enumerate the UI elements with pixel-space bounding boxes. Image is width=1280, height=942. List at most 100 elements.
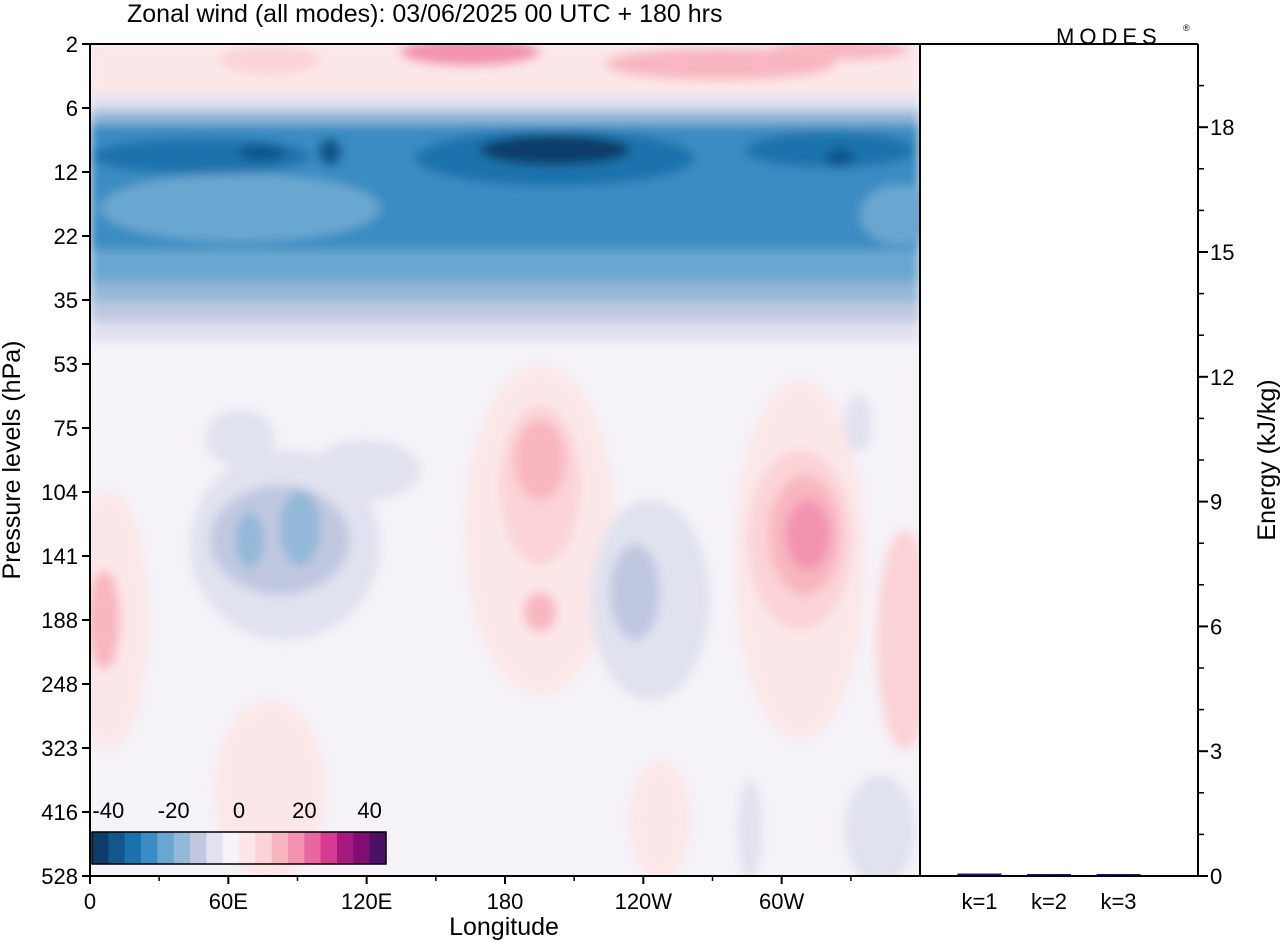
colorbar-swatch <box>92 832 109 864</box>
modes-logo-mark: ® <box>1183 23 1190 33</box>
colorbar: -40 -20 0 20 40 <box>91 798 387 865</box>
trop-easterly-150w-core <box>610 544 660 640</box>
trop-easterly-small <box>205 410 275 466</box>
trop-easterly-upper <box>310 440 420 500</box>
trop-easterly-core-2 <box>280 490 320 566</box>
energy-y-axis-label: Energy (kJ/kg) <box>1253 379 1280 540</box>
strat-band-1 <box>90 94 920 114</box>
trop-westerly-60w-core <box>786 500 830 570</box>
trop-westerly-180-core <box>515 420 565 500</box>
easterly-max-west <box>238 143 286 161</box>
colorbar-swatch <box>369 832 387 864</box>
strat-band-5 <box>90 282 920 304</box>
x-tick-label: 120E <box>341 889 392 914</box>
x-tick-label: 180 <box>487 889 524 914</box>
colorbar-swatch <box>173 832 191 864</box>
trop-easterly-core-1 <box>236 512 264 568</box>
colorbar-swatch <box>239 832 256 864</box>
y-tick-label: 104 <box>41 480 78 505</box>
strat-band-4 <box>90 250 920 284</box>
colorbar-tick-label: 0 <box>233 798 245 823</box>
energy-tick-label: 3 <box>1210 739 1222 764</box>
x-tick-label: 60E <box>209 889 248 914</box>
strat-band-2 <box>90 110 920 126</box>
colorbar-swatch <box>320 832 338 864</box>
y-tick-label: 323 <box>41 736 78 761</box>
colorbar-tick-label: 40 <box>357 798 381 823</box>
upper-strat-westerly-2 <box>605 48 835 80</box>
colorbar-swatch <box>157 832 175 864</box>
y-tick-label: 75 <box>54 416 78 441</box>
y-tick-label: 53 <box>54 352 78 377</box>
strat-lighter-patch-1 <box>100 174 380 242</box>
colorbar-tick-label: 20 <box>292 798 316 823</box>
heatmap-panel <box>90 44 920 876</box>
heatmap-y-axis-label: Pressure levels (hPa) <box>0 341 26 580</box>
trop-easterly-mid <box>210 485 350 595</box>
energy-category-label: k=3 <box>1100 889 1136 914</box>
y-tick-label: 188 <box>41 608 78 633</box>
y-tick-label: 12 <box>54 160 78 185</box>
energy-bar <box>957 873 1002 876</box>
easterly-max-east <box>826 148 854 168</box>
y-tick-label: 141 <box>41 544 78 569</box>
colorbar-swatch <box>222 832 240 864</box>
chart-title: Zonal wind (all modes): 03/06/2025 00 UT… <box>127 0 722 28</box>
colorbar-swatch <box>255 832 273 864</box>
surface-easterly-2 <box>738 780 762 876</box>
trop-westerly-180-lower <box>524 592 556 632</box>
easterly-core-east <box>745 132 915 168</box>
y-tick-label: 416 <box>41 800 78 825</box>
energy-panel-background <box>920 44 1198 876</box>
x-tick-label: 0 <box>84 889 96 914</box>
energy-tick-label: 9 <box>1210 490 1222 515</box>
colorbar-frame <box>91 831 387 865</box>
colorbar-swatch <box>108 832 126 864</box>
colorbar-swatch <box>304 832 322 864</box>
trop-westerly-right <box>877 530 920 750</box>
energy-tick-label: 6 <box>1210 614 1222 639</box>
trop-westerly-left-core <box>90 570 120 670</box>
trop-westerly-lower-mid <box>630 760 690 876</box>
colorbar-swatch <box>206 832 224 864</box>
surface-easterly-1 <box>845 775 915 876</box>
energy-category-label: k=2 <box>1031 889 1067 914</box>
heatmap-x-axis-label: Longitude <box>449 913 559 941</box>
contour-field <box>90 44 920 876</box>
y-tick-label: 528 <box>41 864 78 889</box>
y-tick-label: 6 <box>66 96 78 121</box>
energy-tick-label: 18 <box>1210 115 1234 140</box>
y-tick-label: 22 <box>54 224 78 249</box>
heatmap-x-axis: 0 60E 120E 180 120W 60W <box>84 876 852 914</box>
energy-tick-label: 12 <box>1210 365 1234 390</box>
easterly-max-main <box>480 135 630 165</box>
easterly-max-mid <box>318 138 342 166</box>
colorbar-swatch <box>353 832 371 864</box>
trop-easterly-right <box>844 396 872 452</box>
y-tick-label: 35 <box>54 288 78 313</box>
colorbar-swatch <box>288 832 305 864</box>
upper-strat-westerly-4 <box>770 44 910 60</box>
energy-category-label: k=1 <box>961 889 997 914</box>
energy-x-axis: k=1 k=2 k=3 <box>961 889 1136 914</box>
colorbar-swatch <box>271 832 289 864</box>
strat-band-6 <box>90 302 920 324</box>
y-tick-label: 248 <box>41 672 78 697</box>
colorbar-swatch <box>141 832 158 864</box>
heatmap-y-axis: 2 6 12 22 35 53 75 104 141 188 248 323 416 528 <box>41 32 90 889</box>
y-tick-label: 2 <box>66 32 78 57</box>
strat-band-7 <box>90 322 920 342</box>
x-tick-label: 120W <box>615 889 673 914</box>
energy-panel: 0 3 6 9 12 15 18 k=1 k=2 k=3 Energy (kJ/kg) <box>919 43 1280 914</box>
energy-tick-label: 0 <box>1210 864 1222 889</box>
colorbar-tick-label: -40 <box>92 798 124 823</box>
energy-y-axis: 0 3 6 9 12 15 18 <box>1198 84 1234 889</box>
colorbar-swatch <box>337 832 354 864</box>
colorbar-swatch <box>124 832 142 864</box>
energy-tick-label: 15 <box>1210 240 1234 265</box>
upper-strat-westerly-1 <box>400 44 540 66</box>
x-tick-label: 60W <box>759 889 804 914</box>
upper-strat-westerly-3 <box>220 46 320 74</box>
strat-lighter-patch-2 <box>860 185 920 245</box>
